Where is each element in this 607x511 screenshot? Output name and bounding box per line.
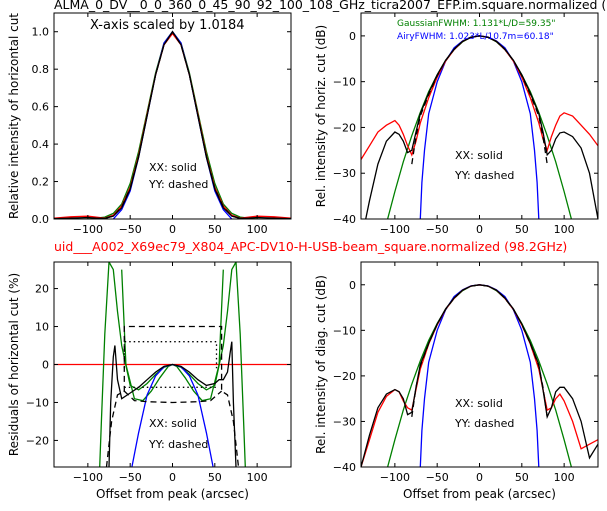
series-black-solid-4 (108, 341, 237, 467)
y-tick-label: 0.2 (32, 176, 50, 189)
x-tick-label: −50 (119, 223, 142, 236)
figure-mid-title: uid___A002_X69ec79_X804_APC-DV10-H-USB-b… (54, 239, 567, 254)
legend-entry: AiryFWHM: 1.023*L/10.7m=60.18" (397, 32, 554, 42)
y-tick-label: −30 (333, 167, 356, 180)
x-tick-label: 100 (554, 223, 575, 236)
x-tick-label: 50 (515, 471, 529, 484)
plot-area (361, 13, 598, 219)
series-black-dashed-5 (105, 325, 240, 467)
x-tick-label: −100 (73, 223, 103, 236)
panel-top-left: −100 −50 0 50 100 0.0 0.2 0.4 0.6 0.8 1.0 Relative … (7, 12, 292, 236)
y-axis-label: Rel. intensity of diag. cut (dB) (314, 275, 328, 454)
x-tick-label: 0 (476, 223, 483, 236)
y-axis-label: Relative intensity of horizontal cut (7, 13, 21, 219)
y-tick-label: −20 (333, 121, 356, 134)
x-tick-label: 50 (208, 471, 222, 484)
y-tick-label: 20 (35, 283, 49, 296)
series-note: XX: solid (149, 417, 197, 430)
y-axis-label: Residuals of horizontal cut (%) (7, 273, 21, 456)
y-tick-label: 0.0 (32, 213, 50, 226)
series-black-dashed-4 (411, 284, 548, 417)
x-tick-label: 50 (515, 223, 529, 236)
y-tick-label: −10 (26, 396, 49, 409)
y-tick-label: 0.8 (32, 63, 50, 76)
x-axis-label: Offset from peak (arcsec) (96, 487, 249, 501)
figure-top-title: ALMA_0_DV__0_0_360_0_45_90_92_100_108_GH… (54, 0, 606, 12)
y-tick-label: −40 (333, 213, 356, 226)
y-tick-label: −20 (26, 434, 49, 447)
plot-area (361, 262, 598, 467)
y-tick-label: −10 (333, 324, 356, 337)
series-black-solid-3 (361, 284, 598, 467)
series-note: XX: solid (149, 161, 197, 174)
x-tick-label: −50 (426, 471, 449, 484)
series-note: XX: solid (455, 397, 503, 410)
series-black-dashed-6 (123, 390, 223, 404)
x-tick-label: 100 (247, 223, 268, 236)
scale-annotation: X-axis scaled by 1.0184 (90, 18, 245, 33)
series-note: XX: solid (455, 149, 503, 162)
y-axis-label: Rel. intensity of horiz. cut (dB) (314, 25, 328, 207)
legend-entry: GaussianFWHM: 1.131*L/D=59.35" (397, 19, 555, 29)
x-tick-label: −100 (73, 471, 103, 484)
y-tick-label: 0 (349, 30, 356, 43)
y-tick-label: 10 (35, 321, 49, 334)
y-tick-label: −10 (333, 76, 356, 89)
y-tick-label: 1.0 (32, 26, 50, 39)
x-tick-label: 100 (554, 471, 575, 484)
series-note: YY: dashed (148, 178, 208, 191)
series-black-dotted-7 (123, 341, 218, 369)
series-black-dashed-4 (96, 30, 249, 219)
y-tick-label: −30 (333, 415, 356, 428)
x-axis-label: Offset from peak (arcsec) (403, 487, 556, 501)
series-black-dashed-4 (411, 35, 548, 165)
series-note: YY: dashed (454, 169, 514, 182)
plot-area (54, 13, 291, 219)
y-tick-label: 0.6 (32, 101, 50, 114)
y-tick-label: −40 (333, 461, 356, 474)
y-tick-label: −20 (333, 370, 356, 383)
x-tick-label: 100 (247, 471, 268, 484)
y-tick-label: 0 (42, 359, 49, 372)
x-tick-label: 0 (169, 471, 176, 484)
x-tick-label: −100 (380, 223, 410, 236)
x-tick-label: 50 (208, 223, 222, 236)
series-note: YY: dashed (454, 417, 514, 430)
x-tick-label: 0 (169, 223, 176, 236)
y-tick-label: 0 (349, 279, 356, 292)
x-tick-label: −50 (119, 471, 142, 484)
y-tick-label: 0.4 (32, 138, 50, 151)
x-tick-label: 0 (476, 471, 483, 484)
x-tick-label: −100 (380, 471, 410, 484)
series-note: YY: dashed (148, 438, 208, 451)
x-tick-label: −50 (426, 223, 449, 236)
